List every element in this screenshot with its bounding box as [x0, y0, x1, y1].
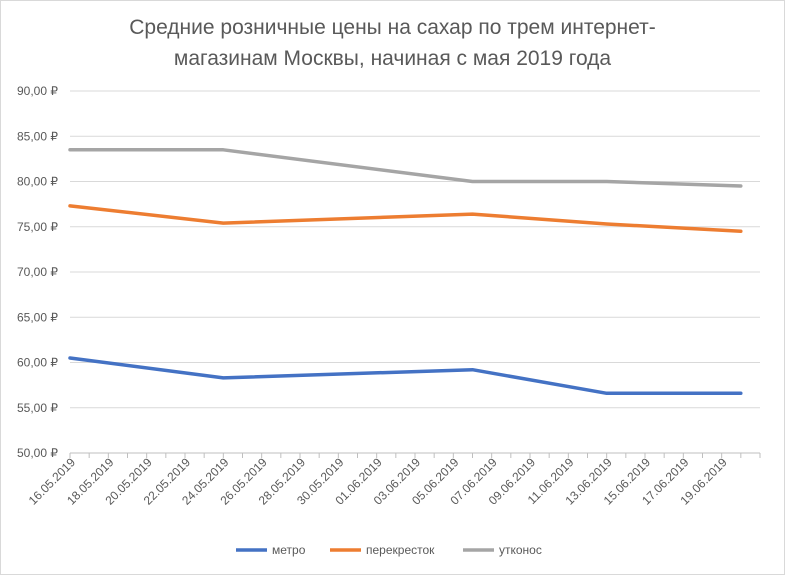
legend-label: метро — [272, 543, 306, 557]
y-tick-label: 90,00 ₽ — [17, 84, 58, 98]
y-tick-label: 80,00 ₽ — [17, 175, 58, 189]
chart-title-line-2: магазинам Москвы, начиная с мая 2019 год… — [173, 47, 612, 70]
y-tick-label: 65,00 ₽ — [17, 310, 58, 324]
y-tick-label: 85,00 ₽ — [17, 129, 58, 143]
chart-title-line-1: Средние розничные цены на сахар по трем … — [129, 16, 656, 39]
series-line-метро — [68, 356, 743, 396]
chart-title: Средние розничные цены на сахар по трем … — [0, 12, 785, 74]
legend-label: утконос — [499, 543, 542, 557]
y-tick-label: 50,00 ₽ — [17, 446, 58, 460]
legend-label: перекресток — [366, 543, 435, 557]
y-tick-label: 75,00 ₽ — [17, 220, 58, 234]
y-tick-label: 70,00 ₽ — [17, 265, 58, 279]
y-tick-label: 60,00 ₽ — [17, 356, 58, 370]
series-line-утконос — [68, 148, 743, 188]
series-line-перекресток — [68, 204, 743, 234]
y-tick-label: 55,00 ₽ — [17, 401, 58, 415]
